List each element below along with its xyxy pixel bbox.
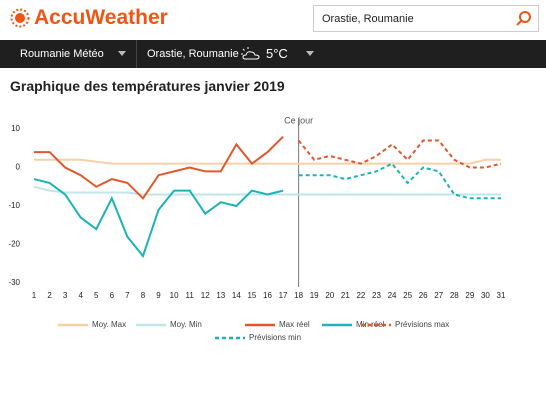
- y-tick-label: -20: [8, 240, 20, 249]
- chart: 100-10-20-301 2 3 4 5 6 7 8 9 10 11 12 13 14 15 16 17 18 1…: [8, 115, 506, 342]
- logo-text: AccuWeather: [34, 6, 168, 29]
- legend-label: Moy. Max: [92, 320, 126, 329]
- logo-icon: [10, 8, 30, 28]
- x-tick-label: 19: [310, 291, 319, 300]
- x-tick-label: 18: [294, 291, 303, 300]
- x-tick-label: 27: [434, 291, 443, 300]
- x-tick-label: 9: [156, 291, 161, 300]
- x-tick-label: 31: [497, 291, 506, 300]
- x-tick-label: 21: [341, 291, 350, 300]
- x-tick-label: 13: [216, 291, 225, 300]
- x-tick-label: 16: [263, 291, 272, 300]
- search-box[interactable]: Orastie, Roumanie: [313, 5, 539, 32]
- y-tick-label: -10: [8, 201, 20, 210]
- x-tick-label: 3: [63, 291, 68, 300]
- x-tick-label: 17: [279, 291, 288, 300]
- x-tick-label: 6: [110, 291, 115, 300]
- series-line: [34, 158, 501, 165]
- x-tick-label: 22: [356, 291, 365, 300]
- nav-location[interactable]: Orastie, Roumanie: [147, 48, 239, 60]
- weather-icon: [241, 47, 260, 60]
- nav-bar: Roumanie Météo Orastie, Roumanie 5°C: [0, 40, 546, 68]
- caret[interactable]: [306, 51, 314, 57]
- logo[interactable]: AccuWeather: [10, 6, 168, 30]
- y-tick-label: 10: [11, 124, 20, 133]
- x-tick-label: 7: [125, 291, 130, 300]
- series-line: [298, 162, 501, 200]
- x-tick-label: 10: [170, 291, 179, 300]
- series-line: [34, 135, 284, 200]
- x-tick-label: 14: [232, 291, 241, 300]
- x-tick-label: 4: [78, 291, 83, 300]
- x-tick-label: 1: [32, 291, 37, 300]
- x-tick-label: 29: [465, 291, 474, 300]
- legend-label: Moy. Min: [170, 320, 202, 329]
- x-tick-label: 11: [186, 291, 195, 300]
- chart-title: Graphique des températures janvier 2019: [10, 78, 285, 94]
- separator: [136, 40, 137, 68]
- search-icon[interactable]: [516, 11, 532, 27]
- legend-label: Prévisions min: [249, 333, 301, 342]
- x-tick-label: 28: [450, 291, 459, 300]
- search-text: Orastie, Roumanie: [322, 13, 414, 25]
- x-tick-label: 8: [141, 291, 146, 300]
- x-tick-label: 23: [372, 291, 381, 300]
- y-tick-label: 0: [16, 163, 21, 172]
- nav-country[interactable]: Roumanie Météo: [20, 48, 104, 60]
- annotation: Ce jour: [284, 115, 313, 125]
- y-tick-label: -30: [8, 278, 20, 287]
- x-tick-label: 24: [388, 291, 397, 300]
- series-line: [297, 139, 502, 169]
- legend-label: Max réel: [279, 320, 310, 329]
- x-tick-label: 20: [325, 291, 334, 300]
- x-tick-label: 5: [94, 291, 99, 300]
- x-tick-label: 25: [403, 291, 412, 300]
- series-line: [33, 178, 284, 259]
- legend-label: Prévisions max: [395, 320, 449, 329]
- x-tick-label: 30: [481, 291, 490, 300]
- x-tick-label: 15: [247, 291, 256, 300]
- caret[interactable]: [118, 51, 126, 57]
- x-tick-label: 26: [419, 291, 428, 300]
- x-tick-label: 2: [47, 291, 52, 300]
- nav-temperature: 5°C: [266, 46, 288, 61]
- series-line: [33, 185, 501, 196]
- x-tick-label: 12: [201, 291, 210, 300]
